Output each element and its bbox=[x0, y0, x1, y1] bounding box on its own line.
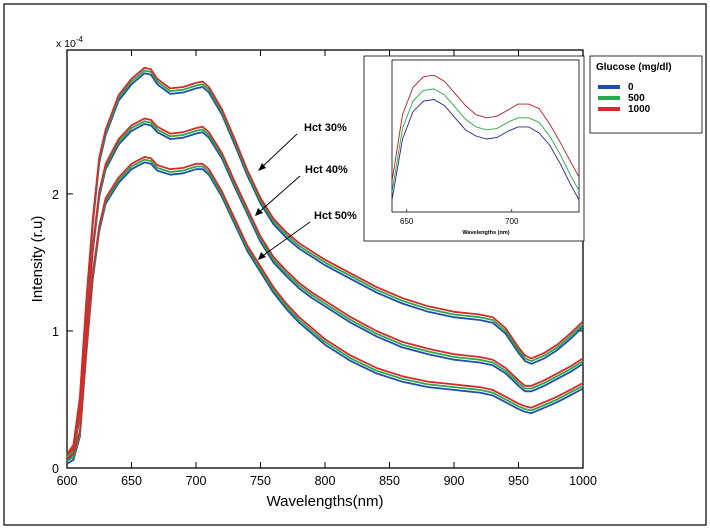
series-line-hct-30-glucose-500 bbox=[66, 69, 584, 458]
inset-plot-area bbox=[391, 59, 580, 213]
inset-series-line-glucose-0 bbox=[391, 99, 580, 201]
series-line-hct-50-glucose-0 bbox=[66, 161, 584, 465]
inset-chart: 650 700 Wavelengths (nm) bbox=[363, 55, 585, 242]
legend-label-1000: 1000 bbox=[628, 104, 651, 115]
inset-series-line-glucose-500 bbox=[391, 88, 580, 193]
x-tick-label: 1000 bbox=[569, 474, 597, 488]
x-tick-label: 850 bbox=[379, 474, 400, 488]
x-tick-label: 800 bbox=[315, 474, 336, 488]
series-line-hct-40-glucose-500 bbox=[66, 120, 584, 458]
y-tick-label: 1 bbox=[52, 325, 59, 339]
y-tick-label: 2 bbox=[52, 188, 59, 202]
x-tick-label: 950 bbox=[508, 474, 529, 488]
x-axis-label: Wavelengths(nm) bbox=[267, 493, 384, 510]
legend-swatch-1000 bbox=[598, 107, 620, 111]
series-line-hct-40-glucose-1000 bbox=[66, 117, 584, 455]
inset-x-axis-label: Wavelengths (nm) bbox=[462, 230, 509, 236]
main-chart: 600 650 700 750 800 850 900 950 1000 012 x 10-4 … bbox=[29, 35, 597, 510]
legend-swatch-0 bbox=[598, 85, 620, 89]
y-tick-label: 0 bbox=[52, 462, 59, 476]
series-line-hct-30-glucose-1000 bbox=[66, 66, 584, 455]
arrowhead-hct-50 bbox=[258, 252, 266, 260]
annotation-hct-50: Hct 50% bbox=[314, 210, 357, 222]
annotation-hct-30: Hct 30% bbox=[304, 122, 347, 134]
series-line-hct-40-glucose-0 bbox=[66, 123, 584, 461]
legend-label-500: 500 bbox=[628, 93, 645, 104]
x-axis-ticks: 600 650 700 750 800 850 900 950 1000 bbox=[57, 50, 597, 488]
inset-series-line-glucose-1000 bbox=[391, 74, 580, 182]
legend-label-0: 0 bbox=[628, 82, 634, 93]
inset-series-lines bbox=[391, 74, 580, 201]
annotation-arrow-hct-30 bbox=[260, 133, 298, 169]
legend-box bbox=[589, 55, 703, 134]
series-line-hct-50-glucose-1000 bbox=[66, 155, 584, 460]
y-axis-label: Intensity (r.u) bbox=[29, 216, 46, 303]
y-axis-exponent: x 10-4 bbox=[56, 35, 84, 50]
series-line-hct-50-glucose-500 bbox=[66, 158, 584, 462]
x-tick-label: 700 bbox=[186, 474, 207, 488]
inset-x-axis-ticks: 650 700 bbox=[400, 209, 519, 226]
series-line-hct-30-glucose-0 bbox=[66, 72, 584, 461]
x-tick-label: 600 bbox=[57, 474, 78, 488]
x-tick-label: 650 bbox=[121, 474, 142, 488]
annotation-arrow-hct-40 bbox=[257, 175, 301, 214]
inset-x-tick-label: 700 bbox=[505, 217, 519, 226]
legend-title: Glucose (mg/dl) bbox=[596, 62, 672, 73]
x-tick-label: 900 bbox=[444, 474, 465, 488]
annotation-hct-40: Hct 40% bbox=[305, 164, 348, 176]
arrowhead-hct-40 bbox=[255, 208, 263, 216]
legend-swatch-500 bbox=[598, 96, 620, 100]
inset-x-tick-label: 650 bbox=[400, 217, 414, 226]
series-lines bbox=[66, 66, 584, 465]
annotation-arrow-hct-50 bbox=[260, 221, 311, 258]
annotations: Hct 30% Hct 40% Hct 50% bbox=[255, 122, 357, 260]
arrowhead-hct-30 bbox=[258, 163, 266, 171]
x-tick-label: 750 bbox=[250, 474, 271, 488]
